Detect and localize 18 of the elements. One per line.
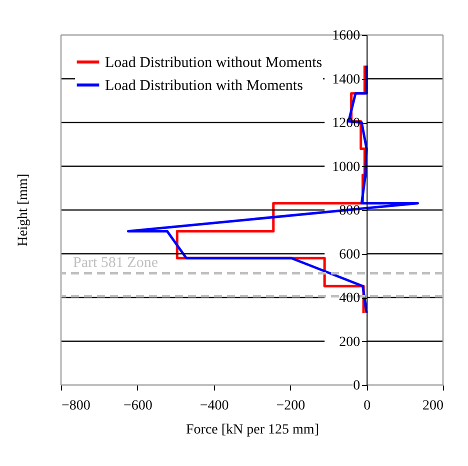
x-tick-label: −200 — [276, 398, 306, 414]
legend-label: Load Distribution without Moments — [105, 55, 322, 71]
y-tick-label: 1000 — [332, 160, 360, 175]
x-tick-label: −600 — [123, 398, 152, 414]
y-axis-title: Height [mm] — [16, 174, 31, 246]
ref-line-label: Part 581 Zone — [73, 255, 158, 272]
y-tick-label: 1400 — [332, 72, 360, 88]
x-tick-label: 200 — [422, 398, 444, 414]
y-tick-label: 600 — [339, 247, 360, 262]
x-tick-label: −400 — [200, 398, 229, 414]
y-tick-label: 0 — [353, 378, 360, 394]
x-axis-title: Force [kN per 125 mm] — [186, 422, 319, 438]
x-tick-label: −800 — [62, 398, 90, 414]
y-tick-label: 200 — [339, 334, 360, 350]
legend-label: Load Distribution with Moments — [105, 78, 304, 94]
y-tick-label: 400 — [339, 291, 360, 306]
y-tick-label: 1600 — [332, 28, 360, 44]
x-tick-label: 0 — [364, 398, 371, 414]
